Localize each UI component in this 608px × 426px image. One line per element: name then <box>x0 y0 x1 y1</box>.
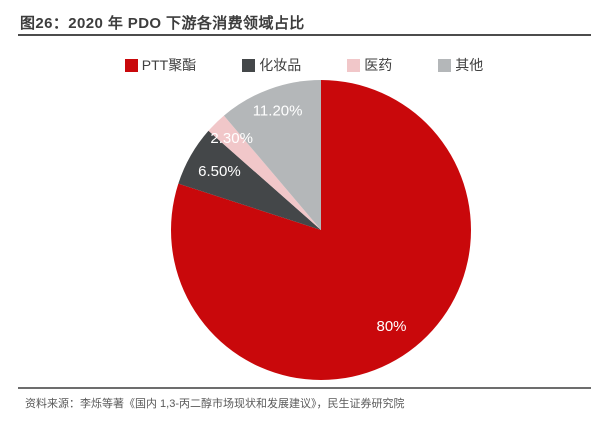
legend-item-others: 其他 <box>438 55 483 75</box>
legend-item-pharma: 医药 <box>347 55 392 75</box>
pie-slice-label: 2.30% <box>210 130 253 147</box>
legend-label: 其他 <box>455 57 484 73</box>
legend-swatch-icon <box>347 58 361 72</box>
chart-legend: PTT聚酯 化妆品 医药 其他 <box>0 55 608 75</box>
title-divider <box>18 34 591 36</box>
pie-slice <box>170 80 471 380</box>
legend-label: 化妆品 <box>259 57 302 73</box>
source-divider <box>18 387 591 389</box>
legend-swatch-icon <box>124 58 138 72</box>
source-note: 资料来源：李烁等著《国内 1,3-丙二醇市场现状和发展建议》，民生证券研究院 <box>25 398 405 410</box>
figure-title: 图26：2020 年 PDO 下游各消费领域占比 <box>20 15 305 32</box>
legend-swatch-icon <box>242 58 256 72</box>
pie-slice <box>208 115 321 230</box>
pie-slice-label: 80% <box>376 318 406 335</box>
legend-item-ptt-polyester: PTT聚酯 <box>124 55 197 75</box>
pie-slice <box>223 80 321 230</box>
pie-slice-label: 6.50% <box>198 163 241 180</box>
pie-slice <box>178 130 321 230</box>
legend-swatch-icon <box>438 58 452 72</box>
legend-item-cosmetics: 化妆品 <box>242 55 301 75</box>
pie-slice-label: 11.20% <box>253 103 303 120</box>
legend-label: 医药 <box>364 57 393 73</box>
legend-label: PTT聚酯 <box>141 57 197 73</box>
